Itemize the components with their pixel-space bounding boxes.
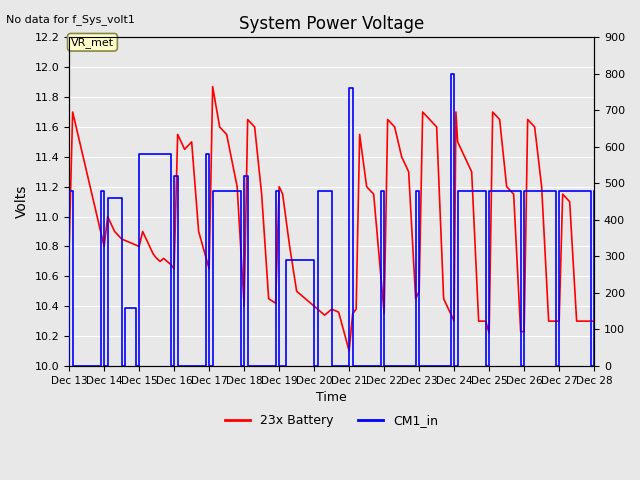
- Title: System Power Voltage: System Power Voltage: [239, 15, 424, 33]
- Text: No data for f_Sys_volt1: No data for f_Sys_volt1: [6, 14, 135, 25]
- X-axis label: Time: Time: [316, 391, 347, 404]
- Text: VR_met: VR_met: [71, 37, 114, 48]
- Y-axis label: Volts: Volts: [15, 185, 29, 218]
- Legend: 23x Battery, CM1_in: 23x Battery, CM1_in: [220, 409, 444, 432]
